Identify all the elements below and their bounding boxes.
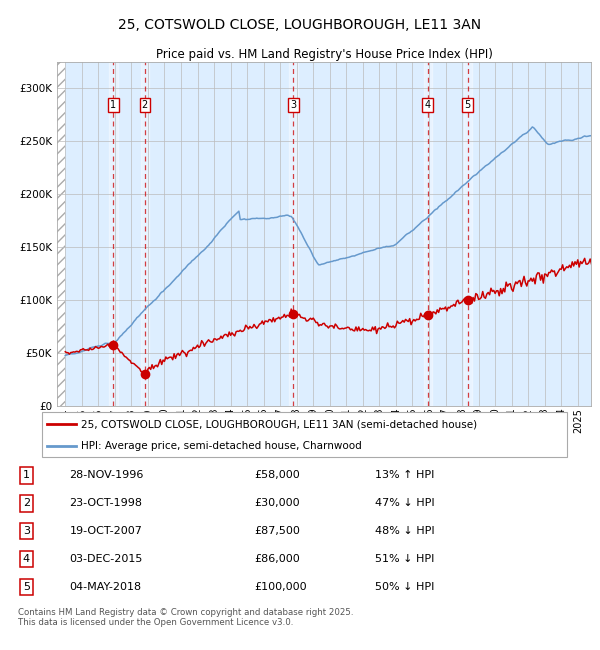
Text: HPI: Average price, semi-detached house, Charnwood: HPI: Average price, semi-detached house,… <box>82 441 362 450</box>
Text: 5: 5 <box>464 100 471 110</box>
Title: Price paid vs. HM Land Registry's House Price Index (HPI): Price paid vs. HM Land Registry's House … <box>155 47 493 60</box>
Text: 13% ↑ HPI: 13% ↑ HPI <box>375 471 434 480</box>
Text: 4: 4 <box>23 554 30 564</box>
Text: 1: 1 <box>23 471 30 480</box>
Text: 03-DEC-2015: 03-DEC-2015 <box>70 554 143 564</box>
Bar <box>57 62 65 406</box>
Text: £30,000: £30,000 <box>254 499 299 508</box>
Text: £100,000: £100,000 <box>254 582 307 592</box>
Text: £87,500: £87,500 <box>254 526 300 536</box>
Text: 19-OCT-2007: 19-OCT-2007 <box>70 526 142 536</box>
Bar <box>140 62 149 406</box>
Text: 2: 2 <box>23 499 30 508</box>
Text: 48% ↓ HPI: 48% ↓ HPI <box>375 526 434 536</box>
Text: 5: 5 <box>23 582 30 592</box>
Text: 4: 4 <box>425 100 431 110</box>
Bar <box>109 62 118 406</box>
Text: 25, COTSWOLD CLOSE, LOUGHBOROUGH, LE11 3AN: 25, COTSWOLD CLOSE, LOUGHBOROUGH, LE11 3… <box>118 18 482 32</box>
Text: 1: 1 <box>110 100 116 110</box>
Text: 47% ↓ HPI: 47% ↓ HPI <box>375 499 434 508</box>
Text: 25, COTSWOLD CLOSE, LOUGHBOROUGH, LE11 3AN (semi-detached house): 25, COTSWOLD CLOSE, LOUGHBOROUGH, LE11 3… <box>82 419 478 429</box>
Bar <box>424 62 432 406</box>
Text: £58,000: £58,000 <box>254 471 299 480</box>
Text: 3: 3 <box>23 526 30 536</box>
Text: 23-OCT-1998: 23-OCT-1998 <box>70 499 143 508</box>
Text: Contains HM Land Registry data © Crown copyright and database right 2025.
This d: Contains HM Land Registry data © Crown c… <box>18 608 353 627</box>
Text: 04-MAY-2018: 04-MAY-2018 <box>70 582 142 592</box>
Bar <box>289 62 298 406</box>
Text: 2: 2 <box>142 100 148 110</box>
Text: 3: 3 <box>290 100 296 110</box>
Text: 28-NOV-1996: 28-NOV-1996 <box>70 471 144 480</box>
Text: 50% ↓ HPI: 50% ↓ HPI <box>375 582 434 592</box>
Text: £86,000: £86,000 <box>254 554 299 564</box>
Text: 51% ↓ HPI: 51% ↓ HPI <box>375 554 434 564</box>
FancyBboxPatch shape <box>42 412 567 458</box>
Bar <box>464 62 472 406</box>
